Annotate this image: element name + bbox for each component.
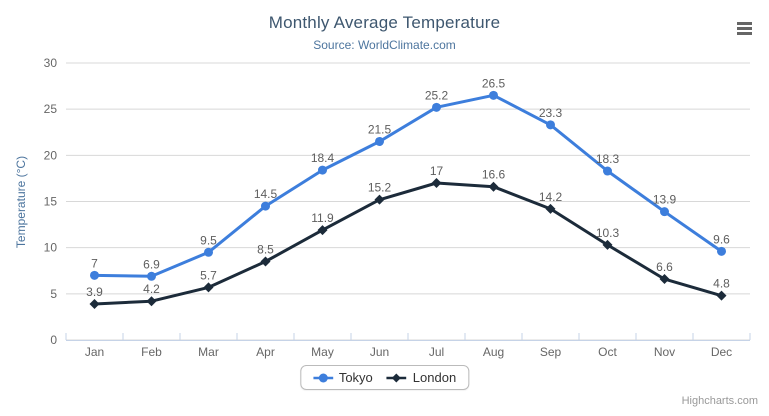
- x-axis-label: Dec: [711, 345, 732, 359]
- london-legend-marker-icon: [386, 373, 407, 382]
- x-axis-label: Jun: [370, 345, 389, 359]
- data-point-tokyo[interactable]: [90, 270, 99, 280]
- x-axis-label: May: [311, 345, 334, 359]
- data-label-tokyo: 13.9: [653, 193, 677, 207]
- x-axis-label: Aug: [483, 345, 504, 359]
- x-axis-label: Sep: [540, 345, 562, 359]
- data-point-london[interactable]: [203, 282, 214, 293]
- data-point-london[interactable]: [89, 298, 100, 309]
- data-point-tokyo[interactable]: [318, 165, 327, 175]
- data-point-tokyo[interactable]: [261, 201, 270, 211]
- data-label-london: 6.6: [656, 260, 673, 274]
- data-label-london: 15.2: [368, 181, 392, 195]
- hamburger-bar: [737, 21, 752, 25]
- chart-subtitle: Source: WorldClimate.com: [313, 38, 456, 52]
- data-point-tokyo[interactable]: [489, 90, 498, 100]
- x-axis-label: Mar: [198, 345, 219, 359]
- data-point-london[interactable]: [146, 296, 157, 307]
- tokyo-legend-marker-icon: [312, 373, 333, 382]
- data-label-tokyo: 25.2: [425, 88, 449, 102]
- legend: Tokyo London: [299, 365, 470, 390]
- data-point-tokyo[interactable]: [432, 102, 441, 112]
- data-label-tokyo: 26.5: [482, 76, 506, 90]
- data-label-tokyo: 6.9: [143, 257, 160, 271]
- data-label-tokyo: 9.5: [200, 233, 217, 247]
- legend-item-tokyo[interactable]: Tokyo: [312, 370, 373, 385]
- data-point-london[interactable]: [260, 256, 271, 267]
- data-label-london: 3.9: [86, 285, 103, 299]
- data-label-london: 4.8: [713, 277, 730, 291]
- data-point-london[interactable]: [716, 290, 727, 301]
- legend-label-tokyo: Tokyo: [338, 370, 373, 385]
- y-axis-tick-label: 10: [44, 241, 58, 255]
- data-label-tokyo: 23.3: [539, 106, 563, 120]
- data-label-london: 16.6: [482, 168, 506, 182]
- legend-label-london: London: [412, 370, 457, 385]
- data-label-tokyo: 7: [91, 256, 98, 270]
- data-label-tokyo: 18.3: [596, 152, 620, 166]
- data-label-tokyo: 14.5: [254, 187, 278, 201]
- series-line-tokyo[interactable]: [93, 93, 723, 278]
- y-axis-tick-label: 30: [44, 56, 58, 70]
- data-label-tokyo: 18.4: [311, 151, 335, 165]
- data-label-london: 8.5: [257, 243, 274, 257]
- hamburger-menu-icon[interactable]: [731, 18, 755, 38]
- data-point-tokyo[interactable]: [147, 271, 156, 281]
- data-point-london[interactable]: [374, 194, 385, 205]
- data-label-london: 14.2: [539, 190, 563, 204]
- data-point-london[interactable]: [602, 239, 613, 250]
- x-axis-label: Jan: [85, 345, 104, 359]
- x-axis-label: Apr: [256, 345, 275, 359]
- y-axis-tick-label: 5: [50, 287, 57, 301]
- data-point-london[interactable]: [431, 178, 442, 189]
- data-point-tokyo[interactable]: [375, 136, 384, 146]
- y-axis-tick-label: 25: [44, 102, 58, 116]
- x-axis-label: Jul: [429, 345, 444, 359]
- hamburger-bar: [737, 31, 752, 35]
- data-point-tokyo[interactable]: [603, 166, 612, 176]
- data-point-tokyo[interactable]: [546, 120, 555, 130]
- data-point-tokyo[interactable]: [660, 207, 669, 217]
- data-point-tokyo[interactable]: [717, 246, 726, 256]
- data-label-london: 11.9: [311, 211, 334, 225]
- data-label-tokyo: 9.6: [713, 232, 730, 246]
- series-line-london[interactable]: [93, 181, 723, 306]
- hamburger-bar: [737, 26, 752, 30]
- data-label-london: 10.3: [596, 226, 620, 240]
- data-point-london[interactable]: [317, 225, 328, 236]
- y-axis-tick-label: 20: [44, 148, 58, 162]
- data-point-london[interactable]: [659, 274, 670, 285]
- data-label-london: 17: [430, 164, 444, 178]
- data-label-london: 4.2: [143, 282, 160, 296]
- x-axis-label: Feb: [141, 345, 162, 359]
- data-label-london: 5.7: [200, 268, 217, 282]
- chart-title: Monthly Average Temperature: [268, 13, 501, 32]
- y-axis-tick-label: 15: [44, 195, 58, 209]
- x-axis-label: Nov: [654, 345, 675, 359]
- x-axis-label: Oct: [598, 345, 617, 359]
- data-point-tokyo[interactable]: [204, 247, 213, 257]
- y-axis-tick-label: 0: [50, 333, 57, 347]
- highcharts-credits-link[interactable]: Highcharts.com: [681, 395, 758, 407]
- data-label-tokyo: 21.5: [368, 122, 392, 136]
- legend-item-london[interactable]: London: [386, 370, 457, 385]
- data-point-london[interactable]: [488, 181, 499, 192]
- data-point-london[interactable]: [545, 203, 556, 214]
